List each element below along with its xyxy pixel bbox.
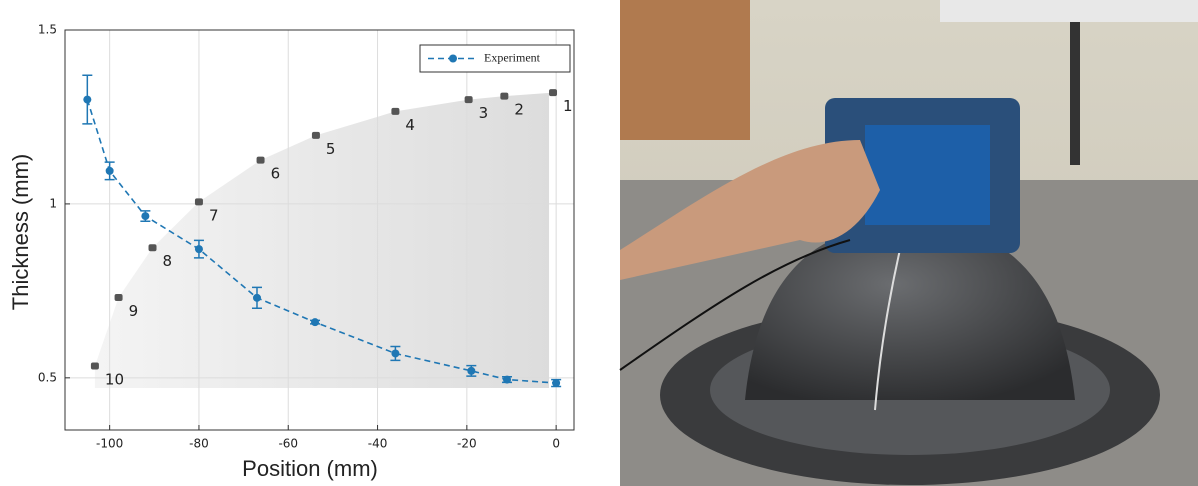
data-point xyxy=(503,375,512,384)
legend: Experiment xyxy=(419,44,571,73)
cable xyxy=(619,239,851,371)
marker-label: 10 xyxy=(105,371,124,389)
device-screen xyxy=(865,125,990,225)
legend-marker xyxy=(449,54,457,63)
marker-label: 5 xyxy=(326,140,336,158)
x-axis-label: Position (mm) xyxy=(242,456,378,481)
box xyxy=(620,0,750,140)
x-tick-label: 0 xyxy=(552,437,560,451)
marker-point xyxy=(391,107,400,115)
marker-label: 6 xyxy=(271,165,281,183)
dome xyxy=(745,222,1075,400)
marker-point xyxy=(549,89,558,97)
y-axis-label: Thickness (mm) xyxy=(8,154,33,310)
data-point xyxy=(311,318,320,327)
x-tick-label: -80 xyxy=(189,437,209,451)
data-point xyxy=(252,293,261,302)
marker-label: 1 xyxy=(563,97,573,115)
marker-point xyxy=(90,362,99,370)
photo xyxy=(619,0,1198,486)
marker-point xyxy=(256,156,265,164)
y-tick-label: 1 xyxy=(49,196,57,210)
data-point xyxy=(391,349,400,358)
pipe xyxy=(940,0,1198,22)
marker-point xyxy=(148,244,157,252)
x-tick-label: -40 xyxy=(368,437,388,451)
data-line xyxy=(86,99,557,384)
data-point xyxy=(141,212,150,221)
y-tick-label: 1.5 xyxy=(38,23,57,37)
marker-label: 9 xyxy=(129,302,139,320)
marker-point xyxy=(311,131,320,139)
marker-label: 2 xyxy=(514,101,524,119)
plot: -100 -80 -60 -40 -20 0 0.5 1 1.5 1 2 3 4 5 6 7 8 9 10 Exper… xyxy=(38,23,575,451)
legend-label: Experiment xyxy=(484,50,541,64)
data-point xyxy=(552,379,561,388)
marker-point xyxy=(464,96,473,104)
data-point xyxy=(105,166,114,175)
wall-bracket xyxy=(1070,15,1080,165)
data-point xyxy=(194,245,203,254)
data-point xyxy=(83,95,92,104)
marker-point xyxy=(500,92,509,100)
x-tick-label: -20 xyxy=(457,437,477,451)
plot-frame xyxy=(64,29,575,431)
marker-label: 3 xyxy=(479,104,489,122)
hand xyxy=(620,140,880,280)
legend-box xyxy=(419,44,571,73)
data-point xyxy=(467,366,476,375)
x-tick-label: -60 xyxy=(278,437,298,451)
marker-label: 7 xyxy=(209,206,219,224)
marker-label: 8 xyxy=(163,252,173,270)
marker-point xyxy=(114,293,123,301)
y-tick-label: 0.5 xyxy=(38,370,57,384)
x-tick-label: -100 xyxy=(96,437,123,451)
shaded-region xyxy=(94,92,554,388)
marker-label: 4 xyxy=(405,116,415,134)
marker-point xyxy=(194,198,203,206)
